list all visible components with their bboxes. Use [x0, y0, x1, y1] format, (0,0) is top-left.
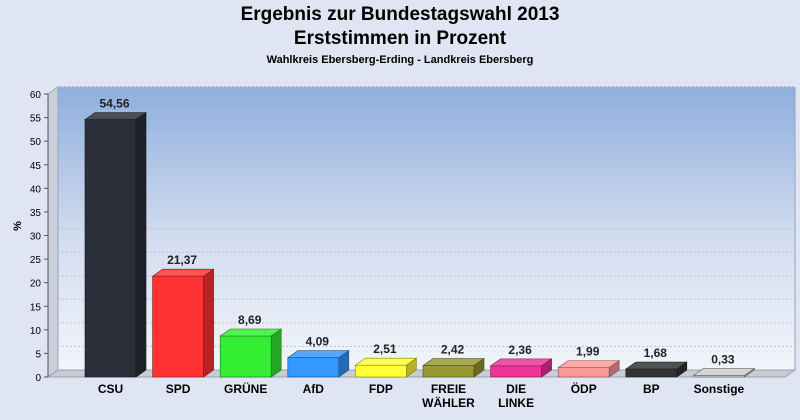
bar-top	[422, 358, 485, 366]
bar	[557, 367, 610, 378]
bar-side	[406, 357, 417, 378]
x-tick-label: FDP	[369, 382, 393, 396]
x-tick-label: AfD	[303, 382, 325, 396]
y-tick-label: 35	[30, 208, 42, 219]
data-label: 2,42	[441, 343, 465, 357]
data-label: 0,33	[711, 352, 735, 366]
y-tick-label: 60	[30, 90, 42, 101]
x-tick-label: CSU	[98, 382, 123, 396]
side-wall	[47, 86, 59, 378]
y-tick-label: 40	[30, 184, 42, 195]
chart-caption: Wahlkreis Ebersberg-Erding - Landkreis E…	[266, 54, 534, 66]
chart-subtitle: Erststimmen in Prozent	[293, 28, 507, 49]
x-tick-label: WÄHLER	[422, 395, 475, 410]
x-tick-label: GRÜNE	[224, 381, 267, 396]
bar-top	[557, 360, 621, 368]
bar-side	[608, 360, 620, 378]
x-tick-label: FREIE	[431, 382, 466, 396]
y-tick-label: 25	[30, 255, 42, 266]
bar-side	[744, 367, 755, 378]
y-tick-label: 5	[35, 349, 41, 360]
bar-side	[203, 268, 214, 378]
data-label: 1,99	[576, 345, 600, 359]
data-label: 1,68	[644, 346, 668, 360]
bar-side	[135, 112, 147, 378]
bar-side	[676, 361, 688, 378]
bar	[625, 368, 678, 378]
bar-top	[151, 268, 215, 277]
data-label: 2,36	[508, 343, 532, 357]
bar	[84, 119, 137, 378]
y-tick-label: 30	[30, 232, 42, 243]
chart-title: Ergebnis zur Bundestagswahl 2013	[240, 4, 560, 25]
data-label: 8,69	[238, 313, 262, 327]
y-tick-label: 45	[30, 161, 42, 172]
y-tick-label: 50	[30, 137, 42, 148]
y-tick-label: 55	[30, 114, 42, 125]
bar-top	[489, 358, 553, 367]
y-tick-label: 10	[30, 326, 42, 337]
data-label: 2,51	[373, 342, 397, 356]
y-tick-label: 20	[30, 279, 42, 290]
y-tick-label: 0	[35, 373, 41, 384]
y-tick-label: 15	[30, 302, 42, 313]
x-tick-label: LINKE	[498, 396, 534, 410]
bar	[152, 275, 204, 378]
bar-side	[270, 328, 282, 378]
bar	[355, 364, 407, 378]
bar-top	[624, 361, 688, 370]
bar	[219, 335, 272, 378]
bar-top	[354, 357, 418, 366]
bar-top	[84, 112, 147, 120]
x-tick-label: SPD	[166, 382, 191, 396]
bar-side	[338, 350, 350, 378]
x-tick-label: BP	[643, 382, 660, 396]
data-label: 21,37	[167, 253, 197, 267]
bar-top	[286, 350, 350, 359]
bar	[422, 365, 475, 378]
bar-side	[473, 358, 485, 378]
bar	[287, 357, 340, 378]
x-tick-label: ÖDP	[571, 381, 597, 396]
bar-side	[541, 358, 552, 378]
x-tick-label: DIE	[506, 382, 526, 396]
data-label: 54,56	[99, 97, 129, 111]
bar-top	[692, 368, 756, 376]
y-axis-label: %	[12, 221, 24, 231]
bar-top	[219, 328, 283, 337]
bar	[490, 365, 542, 378]
x-tick-label: Sonstige	[694, 382, 745, 396]
data-label: 4,09	[306, 335, 330, 349]
